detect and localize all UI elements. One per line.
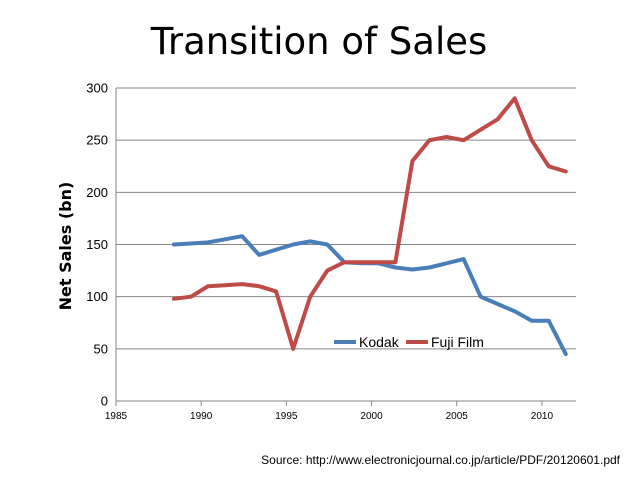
y-tick-label: 100 xyxy=(86,289,108,304)
axes: 0 50 100 150 200 250 300 1985 1990 1995 2000 2005 20… xyxy=(86,81,576,422)
y-tick-label: 150 xyxy=(86,237,108,252)
legend-label-fuji-film: Fuji Film xyxy=(431,334,484,350)
y-axis-label: Net Sales (bn) xyxy=(56,182,75,311)
y-tick-label: 0 xyxy=(101,394,108,409)
y-tick-label: 300 xyxy=(86,81,108,96)
x-tick-label: 1995 xyxy=(275,411,298,422)
y-tick-label: 50 xyxy=(94,341,108,356)
series-lines xyxy=(171,96,568,357)
series-line-fuji-film xyxy=(171,96,568,351)
source-note: Source: http://www.electronicjournal.co.… xyxy=(261,453,620,467)
legend-label-kodak: Kodak xyxy=(359,334,400,350)
x-tick-label: 2010 xyxy=(531,411,554,422)
x-tick-label: 2005 xyxy=(446,411,469,422)
legend: Kodak Fuji Film xyxy=(334,334,484,350)
chart-title: Transition of Sales xyxy=(150,20,488,63)
y-tick-label: 200 xyxy=(86,185,108,200)
y-tick-label: 250 xyxy=(86,133,108,148)
x-tick-label: 1985 xyxy=(105,411,128,422)
x-tick-label: 1990 xyxy=(190,411,213,422)
x-tick-label: 2000 xyxy=(360,411,383,422)
